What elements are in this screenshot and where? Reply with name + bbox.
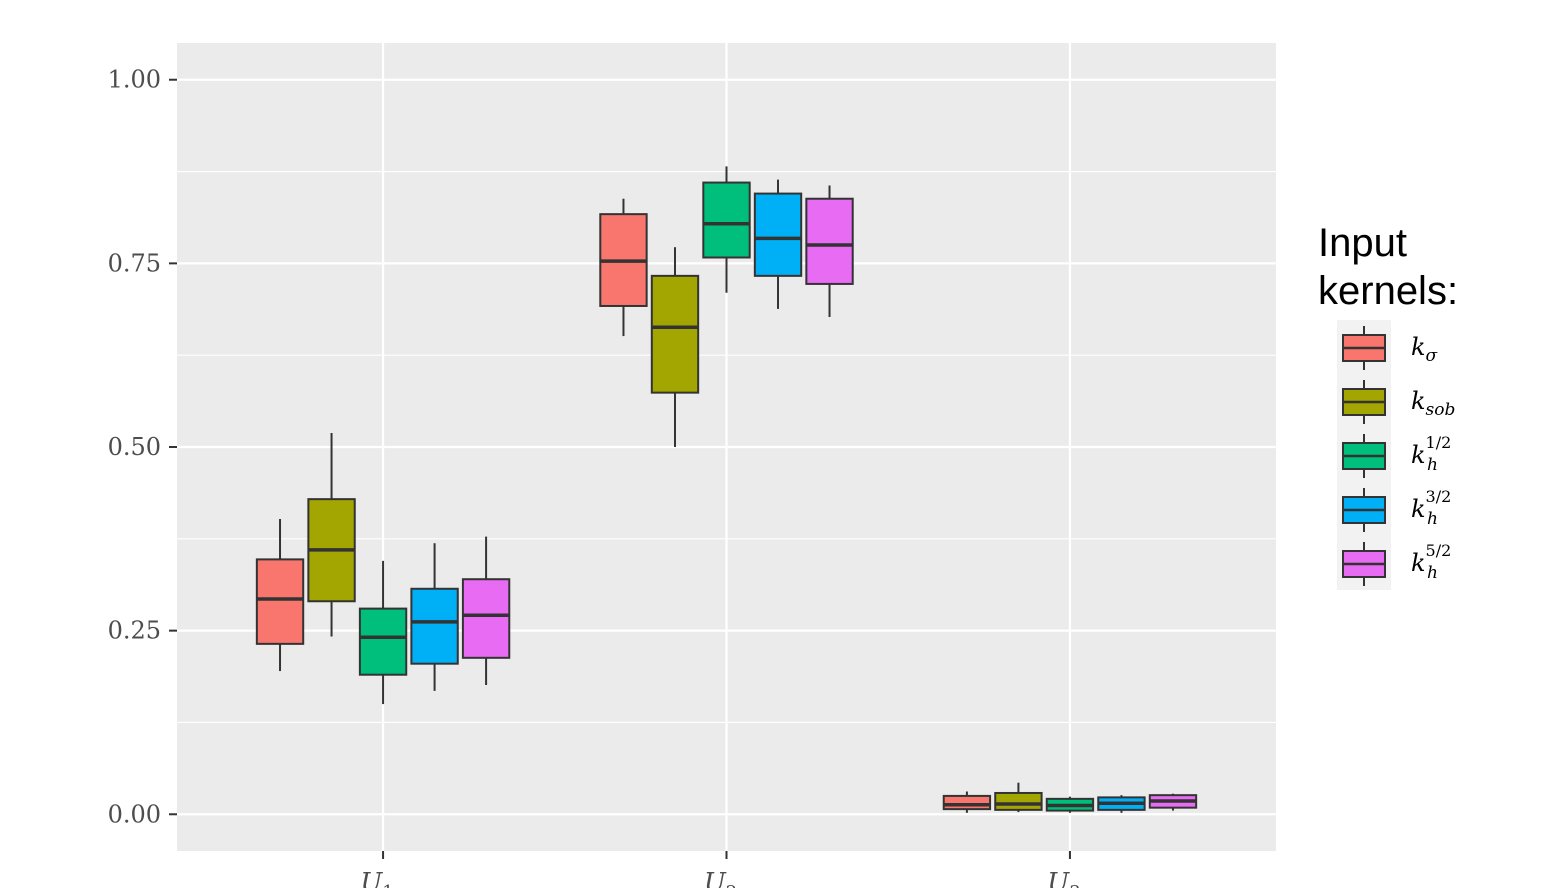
box-iqr	[650, 274, 700, 394]
legend-item-k_σ: kσ	[1342, 326, 1438, 370]
x-axis: U1 U2 U3	[360, 851, 1081, 888]
legend-item-k_sob: ksob	[1342, 380, 1455, 424]
box-U3-k_h^1/2	[1045, 796, 1095, 813]
x-tick-label: U2	[704, 868, 737, 888]
legend-label: k1/2 h	[1411, 433, 1451, 475]
legend-label: k3/2 h	[1411, 487, 1451, 529]
box-iqr	[805, 197, 854, 285]
box-U3-k_σ	[942, 791, 992, 813]
legend-item-k_h^1/2: k1/2 h	[1342, 433, 1451, 478]
legend-item-k_h^3/2: k3/2 h	[1342, 487, 1451, 532]
y-axis: 0.00 0.25 0.50 0.75 1.00	[108, 66, 177, 828]
box-U2-k_h^3/2	[753, 179, 803, 309]
legend-title-line-1: Input	[1318, 221, 1407, 265]
box-U1-k_h^5/2	[461, 536, 511, 685]
box-iqr	[461, 578, 511, 659]
box-iqr	[255, 558, 305, 645]
y-tick-label: 0.75	[108, 249, 161, 277]
x-tick-label: U3	[1047, 868, 1080, 888]
box-U1-k_σ	[255, 518, 305, 672]
legend: Input kernels: kσ ksob k1/2 h k3/2 h k5/2 h	[1318, 221, 1458, 590]
box-U3-k_h^3/2	[1097, 795, 1146, 813]
legend-keys: kσ ksob k1/2 h k3/2 h k5/2 h	[1342, 326, 1455, 586]
box-iqr	[410, 587, 459, 665]
box-iqr	[358, 607, 408, 676]
x-tick-label: U1	[360, 868, 393, 888]
box-iqr	[942, 794, 992, 811]
y-tick-label: 0.00	[108, 800, 161, 828]
y-tick-label: 1.00	[108, 66, 161, 94]
box-U3-k_sob	[994, 782, 1043, 813]
legend-label: ksob	[1411, 387, 1455, 420]
y-tick-label: 0.25	[108, 617, 161, 645]
box-U2-k_sob	[650, 247, 700, 447]
legend-label: k5/2 h	[1411, 541, 1451, 583]
y-tick-label: 0.50	[108, 433, 161, 461]
box-iqr	[702, 181, 751, 259]
box-iqr	[994, 791, 1043, 811]
box-U2-k_σ	[599, 198, 648, 337]
box-U1-k_h^1/2	[358, 560, 408, 705]
box-U2-k_h^5/2	[805, 185, 854, 317]
box-U3-k_h^5/2	[1148, 793, 1198, 811]
box-plots	[255, 166, 1198, 813]
legend-item-k_h^5/2: k5/2 h	[1342, 541, 1451, 586]
box-U1-k_sob	[307, 433, 356, 637]
legend-title-line-2: kernels:	[1318, 269, 1458, 313]
box-U2-k_h^1/2	[702, 166, 751, 293]
box-iqr	[753, 192, 803, 277]
box-U1-k_h^3/2	[410, 543, 459, 691]
legend-label: kσ	[1411, 333, 1438, 366]
